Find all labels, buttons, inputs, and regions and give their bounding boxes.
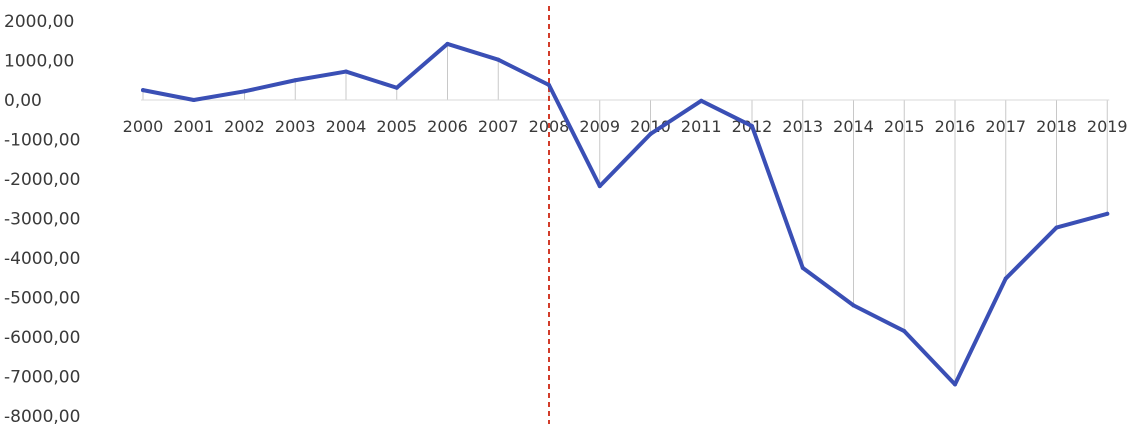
data-point: [648, 131, 653, 136]
data-point: [1054, 225, 1059, 230]
data-point: [293, 78, 298, 83]
x-tick-label: 2010: [630, 117, 671, 136]
x-tick-label: 2001: [173, 117, 214, 136]
data-point: [141, 88, 145, 93]
y-tick-label: -4000,00: [4, 249, 80, 269]
x-tick-label: 2006: [427, 117, 468, 136]
data-point: [750, 124, 754, 129]
x-tick-label: 2015: [884, 117, 925, 136]
data-point: [344, 69, 348, 74]
y-tick-label: -6000,00: [4, 328, 80, 348]
data-points: [141, 41, 1110, 387]
x-tick-label: 2009: [579, 117, 620, 136]
data-point: [597, 184, 602, 189]
x-tick-label: 2018: [1036, 117, 1077, 136]
x-tick-label: 2013: [782, 117, 823, 136]
data-point: [1003, 276, 1008, 281]
x-tick-label: 2000: [123, 117, 164, 136]
y-tick-label: -7000,00: [4, 368, 80, 388]
x-tick-label: 2019: [1087, 117, 1128, 136]
x-tick-label: 2005: [376, 117, 417, 136]
y-tick-label: 2000,00: [4, 12, 74, 32]
y-tick-label: -3000,00: [4, 210, 80, 230]
data-point: [547, 82, 551, 87]
data-point: [1105, 211, 1110, 216]
x-tick-label: 2016: [935, 117, 976, 136]
data-point: [242, 89, 247, 94]
data-point: [851, 303, 856, 308]
y-axis-ticks: 2000,00 1000,00 0,00 -1000,00 -2000,00 -3000,…: [4, 12, 80, 427]
y-tick-label: -5000,00: [4, 289, 80, 309]
y-tick-label: -2000,00: [4, 170, 80, 190]
data-point: [902, 329, 907, 334]
data-point: [699, 98, 704, 103]
y-tick-label: 1000,00: [4, 52, 74, 72]
data-point: [800, 265, 805, 270]
data-point: [445, 41, 450, 46]
data-point: [496, 57, 501, 62]
x-tick-label: 2003: [275, 117, 316, 136]
y-tick-label: -8000,00: [4, 407, 80, 427]
x-tick-label: 2002: [224, 117, 265, 136]
x-tick-label: 2007: [478, 117, 519, 136]
x-tick-label: 2011: [681, 117, 722, 136]
series-line: [141, 41, 1110, 387]
data-point: [953, 382, 957, 387]
data-point: [191, 98, 196, 102]
drop-lines: [142, 43, 1108, 385]
x-tick-label: 2017: [985, 117, 1026, 136]
y-tick-label: 0,00: [4, 91, 42, 111]
x-axis-ticks: 2000 2001 2002 2003 2004 2005 2006 2007 2008 2009…: [123, 117, 1128, 136]
data-point: [394, 85, 399, 90]
x-tick-label: 2004: [326, 117, 367, 136]
y-tick-label: -1000,00: [4, 131, 80, 151]
x-tick-label: 2014: [833, 117, 874, 136]
